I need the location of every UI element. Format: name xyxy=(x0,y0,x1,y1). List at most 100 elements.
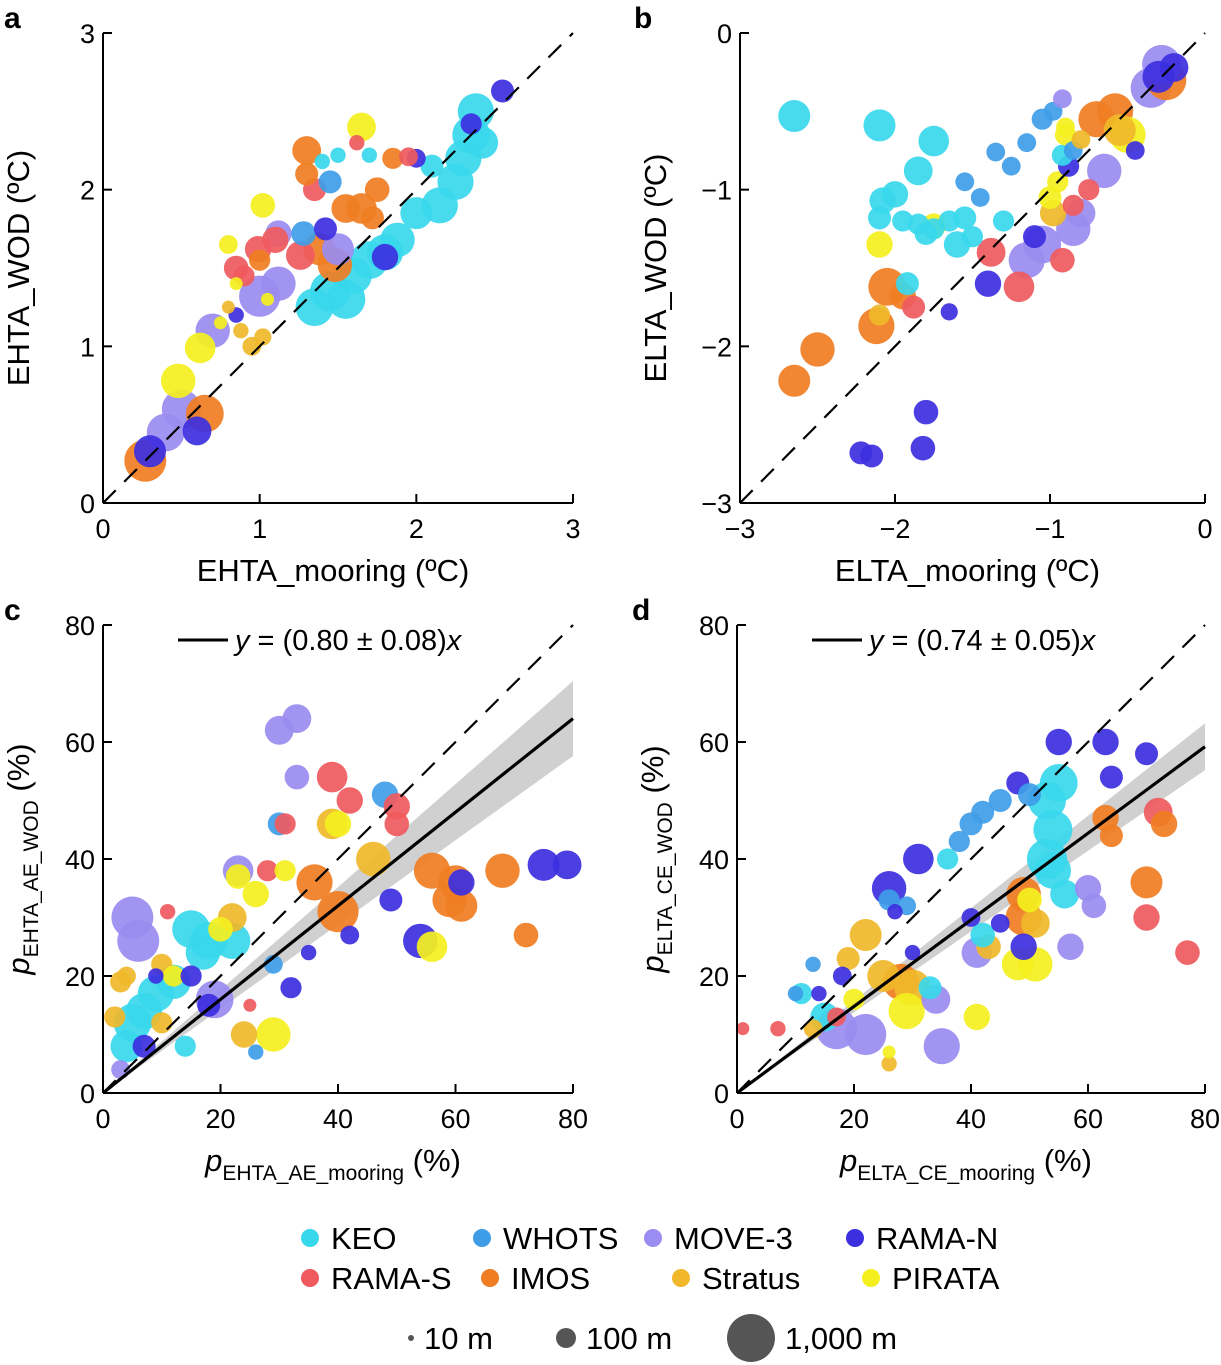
y-axis-label-a: EHTA_WOD (ºC) xyxy=(1,150,36,386)
x-tick-label: 80 xyxy=(1190,1104,1220,1134)
data-point-imos xyxy=(1150,810,1178,838)
y-tick-label: 80 xyxy=(699,611,729,641)
data-point-rama-n xyxy=(1010,933,1037,960)
legend-label-pirata: PIRATA xyxy=(892,1261,1000,1296)
data-point-rama-n xyxy=(1159,53,1189,82)
data-point-rama-s xyxy=(383,793,410,820)
data-point-keo xyxy=(466,126,499,159)
data-point-rama-s xyxy=(159,903,176,920)
legend-marker-move-3 xyxy=(644,1229,662,1247)
y-tick-group: 3 xyxy=(80,19,95,49)
legend-label-keo: KEO xyxy=(331,1221,396,1256)
data-point-imos xyxy=(382,147,404,169)
legend-marker-keo xyxy=(301,1229,319,1247)
x-tick-label: 40 xyxy=(323,1104,353,1134)
x-tick-label: 60 xyxy=(440,1104,470,1134)
data-point-imos xyxy=(292,136,322,165)
data-point-rama-n xyxy=(860,444,884,468)
data-point-rama-n xyxy=(448,869,475,896)
data-point-rama-s xyxy=(256,860,279,882)
panel-b: b −3 −2 −1 0 −3 −2 −1 0 ELTA_mooring (ºC) ELTA_WOD… xyxy=(634,2,1213,588)
x-tick-group: 80 xyxy=(558,1104,588,1134)
data-point-whots xyxy=(805,956,821,972)
x-tick-label: 0 xyxy=(95,514,110,544)
data-point-rama-s xyxy=(399,147,418,167)
x-tick-group: 60 xyxy=(1073,1104,1103,1134)
data-point-pirata xyxy=(218,235,238,254)
legend-label-rama-s: RAMA-S xyxy=(331,1261,452,1296)
x-axis-label-c: pEHTA_AE_mooring (%) xyxy=(204,1143,461,1185)
size-marker-100 xyxy=(556,1328,576,1348)
data-point-keo xyxy=(420,154,444,178)
data-point-keo xyxy=(361,147,378,163)
axes-b: −3 −2 −1 0 −3 −2 −1 0 xyxy=(701,19,1212,544)
y-axis-label-d-sub: ELTA_CE_WOD xyxy=(654,802,677,955)
data-point-whots xyxy=(948,830,970,853)
data-point-stratus xyxy=(104,1006,126,1028)
data-point-keo xyxy=(1050,879,1079,909)
data-point-keo xyxy=(295,288,334,327)
y-tick-group: −2 xyxy=(701,332,732,362)
data-point-pirata xyxy=(242,880,269,908)
panel-d: dy = (0.74 ± 0.05)x0 20 40 60 80020406080pEL… xyxy=(632,594,1220,1185)
data-point-keo xyxy=(1034,852,1071,889)
data-point-keo xyxy=(937,848,959,870)
data-point-move-3 xyxy=(1081,893,1107,919)
data-point-pirata xyxy=(256,1017,291,1052)
y-tick-group: 20 xyxy=(65,962,95,992)
data-point-rama-s xyxy=(384,811,410,837)
x-tick-label: −3 xyxy=(725,514,756,544)
y-tick-group: 80 xyxy=(65,611,95,641)
y-axis-label-d-p: p xyxy=(635,955,670,973)
x-tick-group: −1 xyxy=(1035,514,1066,544)
data-point-keo xyxy=(863,109,896,142)
y-tick-group: −1 xyxy=(701,176,732,206)
y-tick-group: 80 xyxy=(699,611,729,641)
x-tick-label: 0 xyxy=(729,1104,744,1134)
data-point-pirata xyxy=(888,993,925,1030)
y-tick-group: 60 xyxy=(699,728,729,758)
x-axis-label-d-sub: ELTA_CE_mooring xyxy=(857,1162,1035,1185)
data-point-keo xyxy=(174,1035,196,1057)
data-point-rama-n xyxy=(300,944,317,961)
data-point-keo xyxy=(314,153,331,170)
data-point-imos xyxy=(800,332,835,367)
y-tick-label: 3 xyxy=(80,19,95,49)
y-tick-label: −1 xyxy=(701,176,732,206)
legend-label-rama-n: RAMA-N xyxy=(876,1221,998,1256)
data-point-move-3 xyxy=(117,919,160,962)
panel-letter-c: c xyxy=(4,594,21,627)
data-point-stratus xyxy=(1071,130,1091,149)
data-point-keo xyxy=(961,226,984,248)
data-point-pirata xyxy=(416,931,448,963)
y-tick-group: −3 xyxy=(701,489,732,519)
data-point-pirata xyxy=(214,316,227,330)
data-point-rama-s xyxy=(1003,271,1035,303)
y-tick-group: 40 xyxy=(699,845,729,875)
data-point-imos xyxy=(317,891,359,933)
data-point-stratus xyxy=(117,966,136,986)
legend-label-whots: WHOTS xyxy=(503,1221,618,1256)
data-point-rama-n xyxy=(134,435,166,468)
data-point-rama-n xyxy=(148,968,164,984)
y-tick-label: 20 xyxy=(65,962,95,992)
x-axis-label-c-p: p xyxy=(204,1143,222,1178)
x-tick-label: 2 xyxy=(409,514,424,544)
y-tick-label: 40 xyxy=(65,845,95,875)
data-point-stratus xyxy=(881,1056,897,1072)
x-axis-label-c-sub: EHTA_AE_mooring xyxy=(222,1162,404,1185)
legend-label-stratus: Stratus xyxy=(702,1261,800,1296)
fit-eq-y: y xyxy=(867,625,885,657)
data-point-rama-n xyxy=(180,965,202,987)
data-point-keo xyxy=(903,156,933,186)
y-tick-label: 0 xyxy=(717,19,732,49)
data-point-rama-s xyxy=(976,237,1006,267)
data-point-pirata xyxy=(866,231,893,258)
size-label-100: 100 m xyxy=(586,1321,672,1356)
data-point-rama-n xyxy=(904,944,921,961)
y-axis-label-b: ELTA_WOD (ºC) xyxy=(638,154,673,383)
data-point-imos xyxy=(1130,866,1163,899)
data-point-rama-n xyxy=(379,888,403,912)
data-point-imos xyxy=(445,889,478,922)
data-point-pirata xyxy=(208,916,233,942)
